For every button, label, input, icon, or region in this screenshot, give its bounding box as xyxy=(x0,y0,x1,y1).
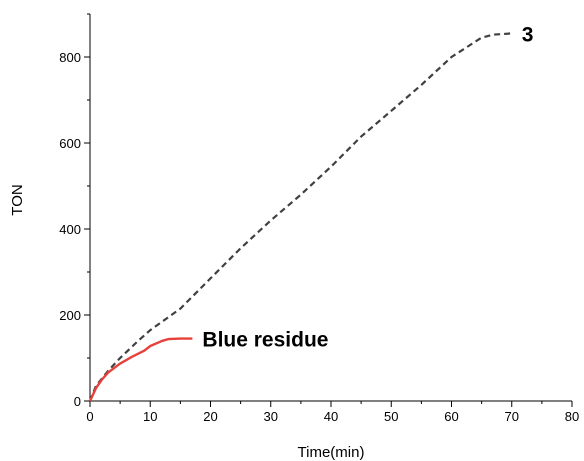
x-tick-label: 80 xyxy=(565,409,579,424)
x-tick-label: 40 xyxy=(324,409,338,424)
y-tick-label: 200 xyxy=(59,308,81,323)
x-tick-label: 0 xyxy=(86,409,93,424)
series-label-sample-3: 3 xyxy=(522,23,534,46)
series-label-blue-residue: Blue residue xyxy=(202,329,328,352)
y-tick-label: 400 xyxy=(59,222,81,237)
y-tick-label: 600 xyxy=(59,136,81,151)
x-axis-title: Time(min) xyxy=(298,444,365,461)
series-layer: 3 Blue residue xyxy=(88,23,534,402)
x-tick-label: 50 xyxy=(384,409,398,424)
y-tick-label: 0 xyxy=(74,394,81,409)
x-tick-label: 60 xyxy=(444,409,458,424)
x-tick-label: 70 xyxy=(505,409,519,424)
x-tick-label: 10 xyxy=(143,409,157,424)
series-line-sample-3 xyxy=(88,32,512,402)
x-tick-label: 30 xyxy=(264,409,278,424)
y-tick-label: 800 xyxy=(59,50,81,65)
x-tick-label: 20 xyxy=(203,409,217,424)
series-line-blue-residue xyxy=(88,337,193,402)
y-axis-title: TON xyxy=(9,184,26,215)
